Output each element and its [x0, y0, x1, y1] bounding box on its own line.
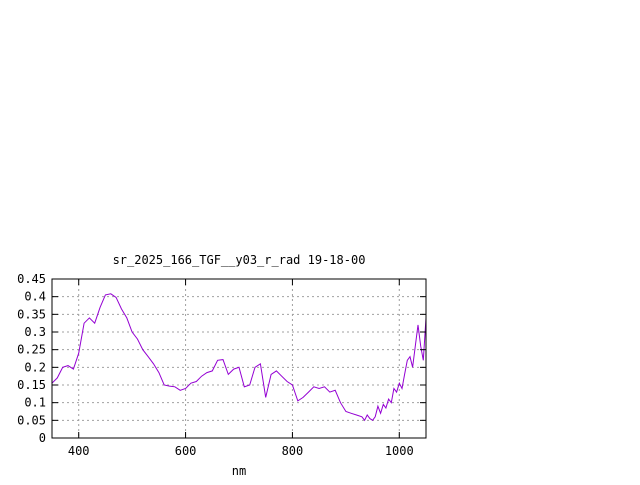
- y-tick-label: 0.2: [24, 360, 46, 374]
- y-tick-label: 0.45: [17, 272, 46, 286]
- axis-layer: 0 0.05 0.1 0.15 0.2 0.25 0.3 0.35 0.4 0.45 400 600 8…: [17, 272, 426, 458]
- x-tick-label: 600: [175, 444, 197, 458]
- plot-frame: [51, 278, 427, 439]
- x-tick-label: 400: [68, 444, 90, 458]
- y-tick-label: 0.35: [17, 307, 46, 321]
- y-tick-label: 0.05: [17, 413, 46, 427]
- y-tick-label: 0: [39, 431, 46, 445]
- y-tick-label: 0.15: [17, 378, 46, 392]
- x-axis-label: nm: [232, 464, 246, 478]
- x-tick-label: 1000: [385, 444, 414, 458]
- y-tick-label: 0.25: [17, 343, 46, 357]
- y-tick-label: 0.4: [24, 290, 46, 304]
- grid-lines: [52, 279, 426, 438]
- x-tick-label: 800: [282, 444, 304, 458]
- series-line: [51, 293, 427, 422]
- series-layer: [51, 293, 427, 422]
- chart-title: sr_2025_166_TGF__y03_r_rad 19-18-00: [113, 253, 366, 267]
- y-tick-label: 0.3: [24, 325, 46, 339]
- y-tick-label: 0.1: [24, 396, 46, 410]
